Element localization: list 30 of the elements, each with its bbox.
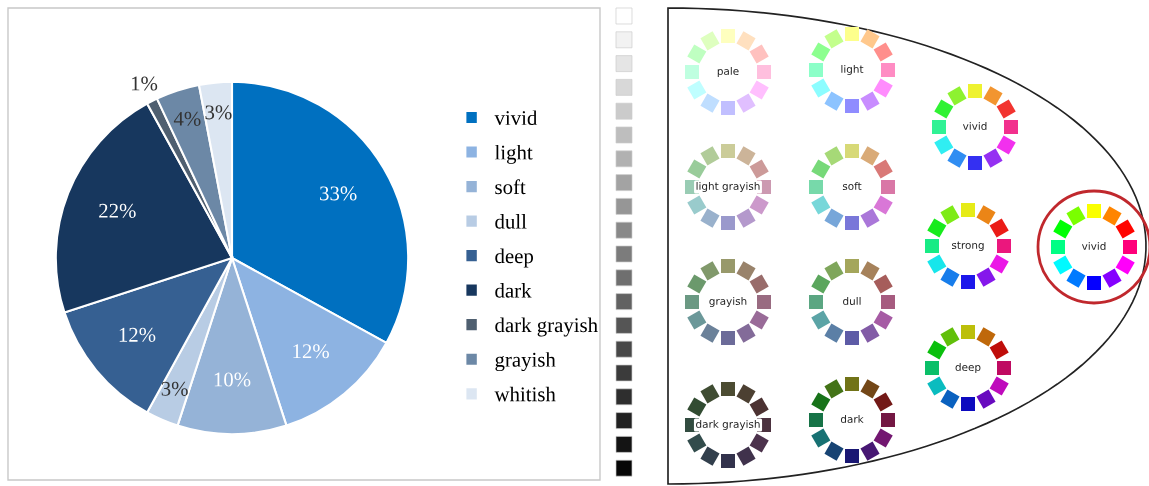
data-label: 12%	[119, 327, 156, 342]
data-label: 3%	[205, 105, 232, 120]
legend-label: dull	[495, 214, 527, 229]
text: light grayish	[696, 181, 760, 193]
data-label: 22%	[99, 203, 136, 218]
legend-label: soft	[495, 179, 526, 195]
text: dull	[843, 296, 861, 306]
data-label: 1%	[131, 76, 158, 91]
text: deep	[955, 362, 981, 374]
legend-label: vivid	[494, 110, 538, 126]
text: light	[841, 64, 864, 76]
data-label: 4%	[173, 111, 201, 126]
text: grayish	[709, 296, 747, 308]
legend-label: dark	[495, 283, 532, 298]
data-label: 3%	[161, 381, 188, 396]
text: dark grayish	[696, 419, 760, 431]
text: dark	[840, 414, 864, 424]
text: vivid	[1081, 241, 1106, 251]
data-label: 12%	[293, 344, 329, 359]
text: strong	[951, 241, 984, 252]
data-label: 10%	[214, 372, 251, 387]
legend-label: grayish	[495, 352, 556, 372]
legend-label: whitish	[494, 386, 556, 402]
text: soft	[842, 181, 862, 191]
text: vivid	[962, 121, 987, 131]
text: pale	[717, 66, 739, 78]
data-label: 33%	[320, 186, 357, 201]
legend-label: deep	[495, 248, 534, 268]
legend-label: dark grayish	[495, 317, 598, 337]
legend-label: light	[494, 144, 533, 164]
